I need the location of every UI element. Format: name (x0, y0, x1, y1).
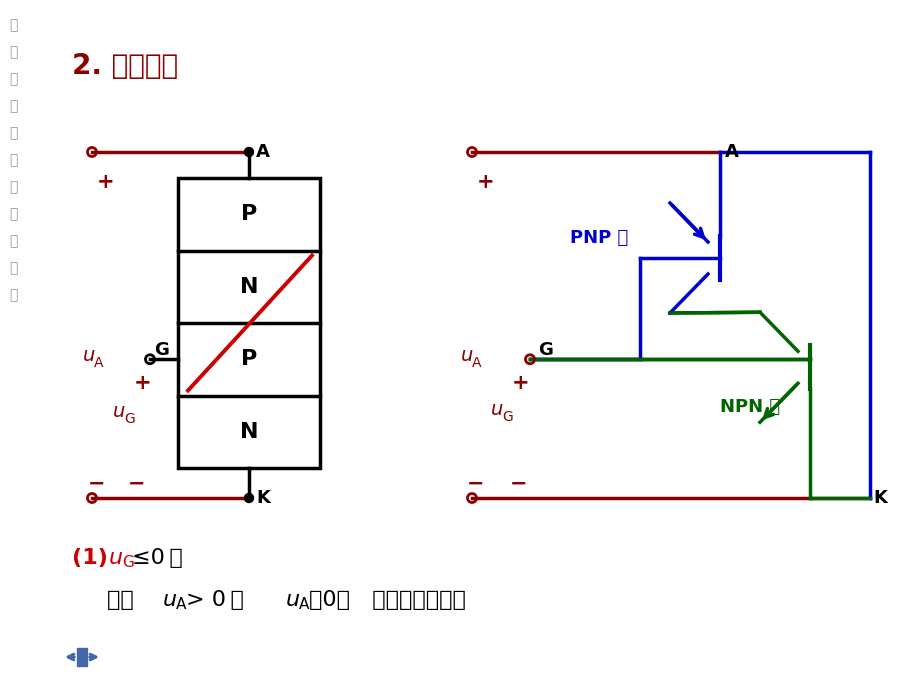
Text: A: A (299, 597, 309, 612)
Text: N: N (240, 277, 258, 297)
Text: $u$: $u$ (285, 590, 300, 610)
Text: N: N (240, 422, 258, 442)
Text: 学: 学 (9, 153, 17, 167)
Text: +: + (512, 373, 529, 393)
Text: $u$: $u$ (490, 400, 503, 419)
Text: 电: 电 (9, 180, 17, 194)
Bar (177, 178, 320, 468)
Text: +: + (96, 172, 115, 192)
Text: $u$: $u$ (82, 346, 96, 365)
Text: G: G (122, 555, 134, 570)
Text: −: − (128, 474, 145, 494)
Text: 工: 工 (9, 99, 17, 113)
Text: P: P (241, 204, 256, 224)
Text: G: G (153, 342, 169, 359)
Text: 大: 大 (9, 126, 17, 140)
Text: 2. 工作原理: 2. 工作原理 (72, 52, 178, 80)
Text: ＜0， 晶闸管均截止。: ＜0， 晶闸管均截止。 (309, 590, 465, 610)
Circle shape (244, 148, 254, 157)
Text: −: − (467, 474, 484, 494)
Text: 气: 气 (9, 207, 17, 221)
Text: A: A (471, 356, 481, 371)
Text: +: + (476, 172, 494, 192)
Text: A: A (255, 143, 269, 161)
Bar (77, 648, 87, 666)
Text: $u$: $u$ (108, 548, 123, 568)
Text: $u$: $u$ (460, 346, 473, 365)
Text: (1): (1) (72, 548, 112, 568)
Text: P: P (241, 349, 256, 369)
Text: K: K (872, 489, 886, 507)
Text: −: − (509, 474, 527, 494)
Text: +: + (134, 373, 152, 393)
Circle shape (244, 493, 254, 502)
Text: 工: 工 (9, 234, 17, 248)
Text: G: G (502, 411, 512, 424)
Text: 无论: 无论 (107, 590, 138, 610)
Text: 大: 大 (9, 18, 17, 32)
Text: > 0 或: > 0 或 (186, 590, 248, 610)
Text: A: A (94, 356, 103, 371)
Text: G: G (124, 412, 134, 426)
Text: 理: 理 (9, 72, 17, 86)
Text: A: A (724, 143, 738, 161)
Text: K: K (255, 489, 269, 507)
Text: 程: 程 (9, 261, 17, 275)
Text: A: A (176, 597, 187, 612)
Text: NPN 管: NPN 管 (720, 398, 779, 416)
Text: $u$: $u$ (162, 590, 177, 610)
Text: ≤0 时: ≤0 时 (131, 548, 183, 568)
Text: −: − (88, 474, 106, 494)
Text: 连: 连 (9, 45, 17, 59)
Text: $u$: $u$ (112, 402, 125, 421)
Text: G: G (538, 342, 552, 359)
Text: 系: 系 (9, 288, 17, 302)
Text: PNP 管: PNP 管 (570, 229, 628, 247)
